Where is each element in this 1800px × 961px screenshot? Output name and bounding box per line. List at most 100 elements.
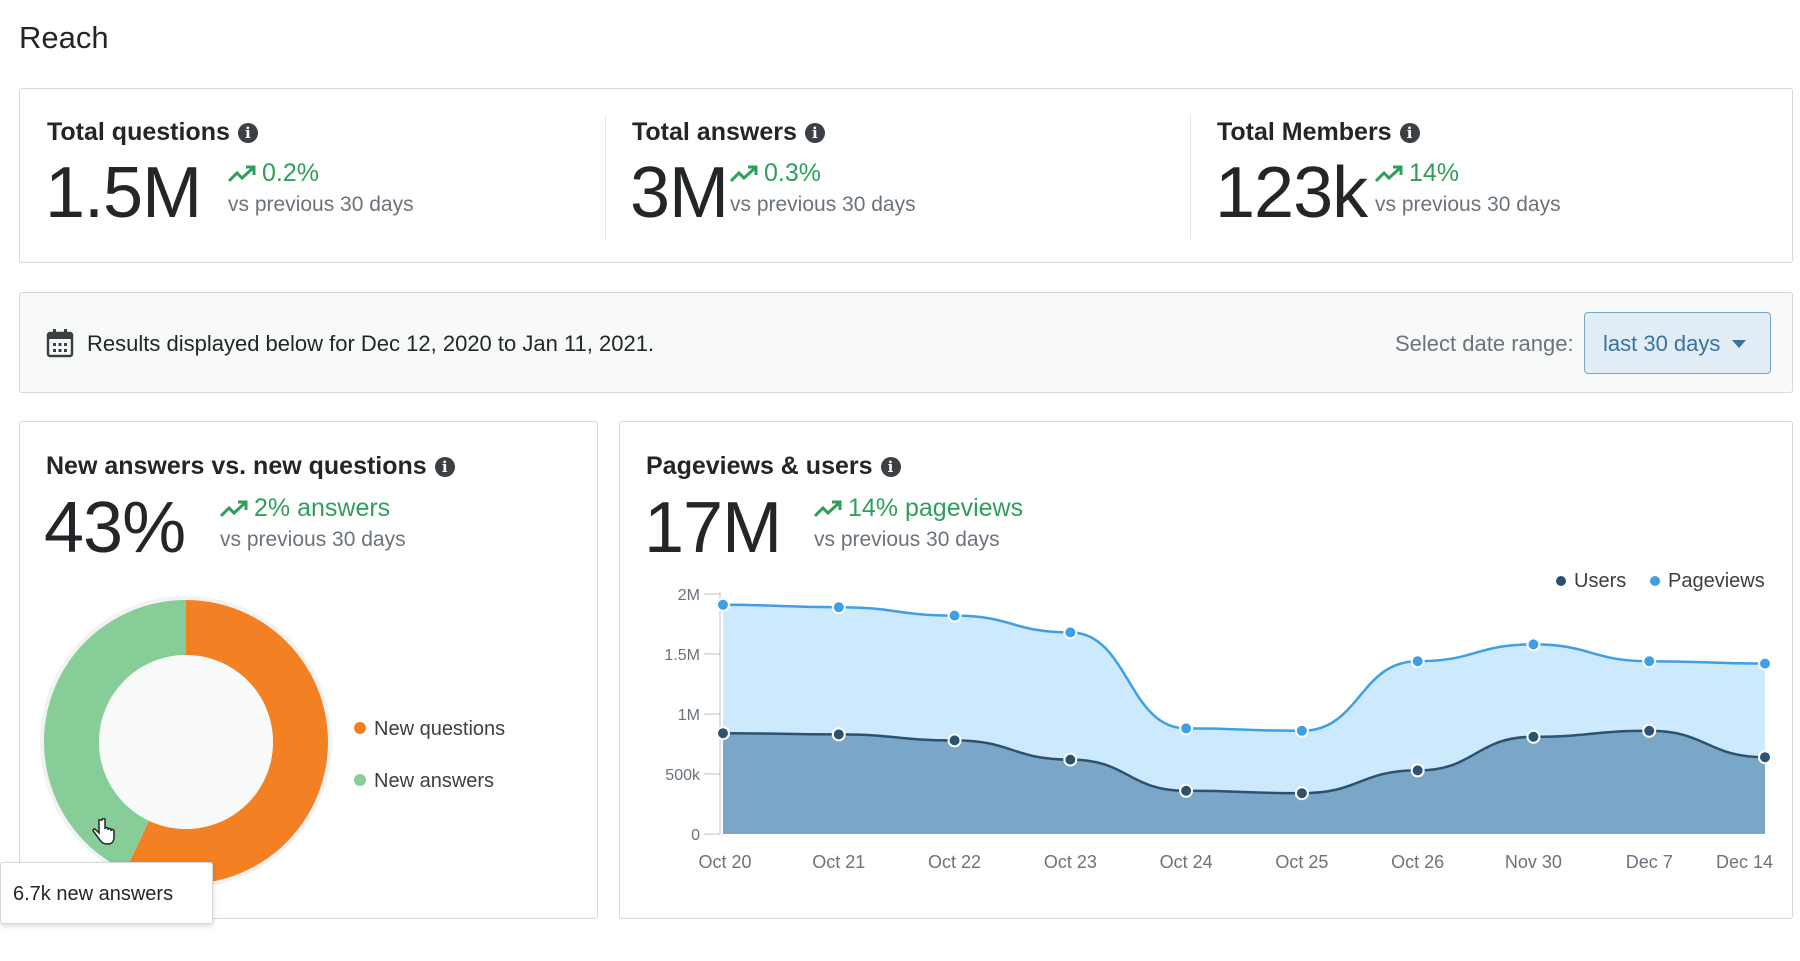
point-users[interactable] — [716, 726, 730, 741]
card-compare: vs previous 30 days — [220, 528, 406, 551]
answers-vs-questions-card: New answers vs. new questions i 43% 2% an… — [19, 421, 598, 919]
pageviews-users-chart[interactable]: 0 500k 1M 1.5M 2M Oct 20 Oct 21 Oct 22 Oct 23 Oct… — [630, 562, 1780, 912]
legend-item-users[interactable]: Users — [1556, 570, 1626, 593]
stat-label: Total answers — [632, 118, 797, 146]
trend-up-icon — [813, 500, 842, 518]
stat-value: 3M — [630, 153, 729, 233]
x-tick-label: Dec 14 — [1716, 852, 1773, 872]
legend-dot — [1556, 576, 1566, 586]
donut-slice-new-answers[interactable] — [43, 600, 186, 871]
x-tick-label: Oct 21 — [812, 852, 865, 872]
legend-label: New questions — [374, 718, 506, 740]
legend-item-new-questions[interactable]: New questions — [354, 718, 505, 741]
stat-trend: 14% — [1409, 159, 1460, 187]
date-range-label: Select date range: — [1395, 331, 1574, 356]
info-icon[interactable]: i — [434, 457, 455, 477]
stat-total-members: Total Members i 123k 14% vs previous 30 d… — [1190, 89, 1790, 262]
card-value: 43% — [44, 488, 186, 568]
point-pageviews[interactable] — [947, 608, 962, 623]
line-pageviews — [722, 603, 1766, 733]
point-users[interactable] — [947, 733, 962, 748]
legend-dot — [1650, 576, 1660, 586]
card-compare: vs previous 30 days — [814, 528, 1000, 551]
stat-total-questions: Total questions i 1.5M 0.2% vs previous 3… — [20, 89, 605, 262]
trend-up-icon — [227, 165, 256, 183]
caret-down-icon — [1732, 340, 1746, 348]
point-users[interactable] — [1526, 729, 1541, 744]
point-pageviews[interactable] — [1179, 721, 1194, 736]
point-users[interactable] — [1063, 752, 1078, 767]
stat-label: Total Members — [1217, 118, 1392, 146]
x-tick-label: Oct 23 — [1044, 852, 1097, 872]
point-pageviews[interactable] — [1642, 654, 1657, 669]
info-icon[interactable]: i — [880, 457, 901, 477]
legend-label: Users — [1574, 570, 1627, 592]
x-tick-label: Oct 22 — [928, 852, 981, 872]
pageviews-users-card: Pageviews & users i 17M 14% pageviews vs … — [619, 421, 1793, 919]
card-title: New answers vs. new questions — [46, 452, 427, 480]
card-value: 17M — [644, 488, 782, 568]
x-tick-label: Oct 26 — [1391, 852, 1444, 872]
point-pageviews[interactable] — [1063, 625, 1078, 640]
x-tick-label: Oct 20 — [698, 852, 751, 872]
date-range-select[interactable]: last 30 days — [1584, 312, 1771, 374]
point-users[interactable] — [831, 727, 846, 742]
cursor-icon — [92, 818, 115, 845]
calendar-icon — [46, 329, 74, 358]
donut-hole — [99, 655, 273, 829]
date-range-value: last 30 days — [1603, 331, 1721, 356]
donut-chart[interactable] — [36, 592, 336, 892]
legend-label: New answers — [374, 770, 495, 792]
y-tick-label: 1M — [678, 707, 700, 724]
point-pageviews[interactable] — [1526, 637, 1541, 652]
divider — [605, 115, 606, 239]
point-pageviews[interactable] — [716, 597, 730, 612]
area-users — [723, 730, 1765, 834]
legend-item-new-answers[interactable]: New answers — [354, 770, 494, 793]
tooltip-text: 6.7k new answers — [13, 883, 174, 905]
legend-dot — [354, 722, 366, 734]
trend-up-icon — [729, 165, 758, 183]
point-pageviews[interactable] — [831, 600, 846, 615]
page-title: Reach — [19, 20, 109, 55]
stat-compare: vs previous 30 days — [1375, 193, 1561, 216]
stat-value: 123k — [1215, 153, 1368, 233]
legend-item-pageviews[interactable]: Pageviews — [1650, 570, 1765, 593]
y-tick-label: 1.5M — [664, 647, 700, 664]
info-icon[interactable]: i — [804, 123, 825, 143]
divider — [1190, 115, 1191, 239]
point-users[interactable] — [1294, 786, 1309, 801]
legend-dot — [354, 774, 366, 786]
x-tick-label: Oct 25 — [1275, 852, 1328, 872]
x-tick-label: Nov 30 — [1505, 852, 1562, 872]
point-pageviews[interactable] — [1410, 654, 1425, 669]
stat-label: Total questions — [47, 118, 230, 146]
y-tick-label: 2M — [678, 587, 700, 604]
stat-total-answers: Total answers i 3M 0.3% vs previous 30 da… — [605, 89, 1190, 262]
stat-compare: vs previous 30 days — [730, 193, 916, 216]
stat-trend: 0.2% — [262, 159, 319, 187]
point-users[interactable] — [1758, 750, 1772, 765]
card-trend: 2% answers — [254, 494, 391, 522]
stat-compare: vs previous 30 days — [228, 193, 414, 216]
trend-up-icon — [1374, 165, 1403, 183]
info-icon[interactable]: i — [237, 123, 258, 143]
point-users[interactable] — [1642, 723, 1657, 738]
point-pageviews[interactable] — [1294, 723, 1309, 738]
donut-slice-new-questions[interactable] — [125, 600, 328, 884]
point-pageviews[interactable] — [1758, 656, 1772, 671]
x-tick-label: Oct 24 — [1160, 852, 1213, 872]
y-tick-label: 500k — [665, 767, 701, 784]
legend-label: Pageviews — [1668, 570, 1765, 592]
results-range-text: Results displayed below for Dec 12, 2020… — [87, 331, 655, 356]
stats-card: Total questions i 1.5M 0.2% vs previous 3… — [19, 88, 1793, 263]
point-users[interactable] — [1410, 763, 1425, 778]
date-range-bar: Results displayed below for Dec 12, 2020… — [19, 292, 1793, 393]
card-trend: 14% pageviews — [848, 494, 1024, 522]
stat-value: 1.5M — [45, 153, 202, 233]
card-title: Pageviews & users — [646, 452, 873, 480]
point-users[interactable] — [1179, 783, 1194, 798]
line-users — [722, 729, 1766, 795]
info-icon[interactable]: i — [1399, 123, 1420, 143]
